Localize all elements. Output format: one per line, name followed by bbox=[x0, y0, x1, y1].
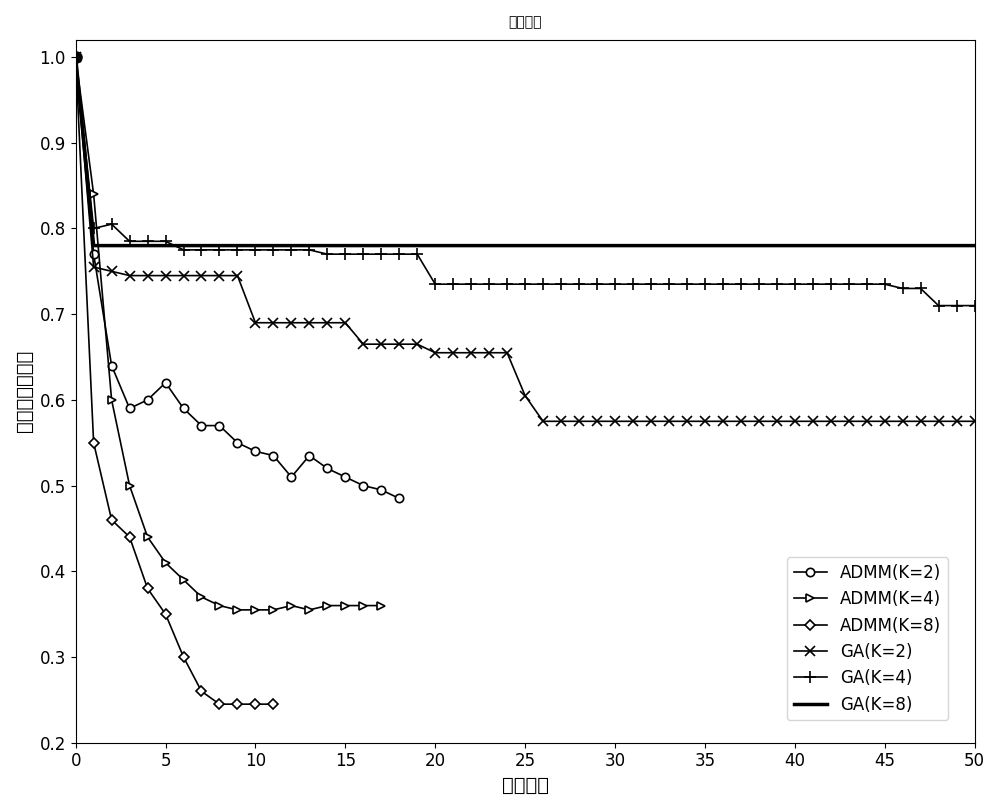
ADMM(K=8) bbox=[160, 609, 172, 619]
ADMM(K=8) bbox=[267, 699, 279, 709]
GA(K=4) bbox=[663, 279, 675, 289]
ADMM(K=8) bbox=[231, 699, 243, 709]
GA(K=8) bbox=[142, 241, 154, 250]
ADMM(K=8) bbox=[88, 438, 100, 448]
ADMM(K=4) bbox=[285, 601, 297, 611]
X-axis label: 迭代次数: 迭代次数 bbox=[502, 776, 549, 795]
GA(K=2) bbox=[968, 416, 980, 426]
ADMM(K=4) bbox=[357, 601, 369, 611]
ADMM(K=8) bbox=[249, 699, 261, 709]
GA(K=4) bbox=[717, 279, 729, 289]
ADMM(K=4) bbox=[88, 190, 100, 199]
ADMM(K=2) bbox=[106, 360, 118, 370]
GA(K=2) bbox=[357, 339, 369, 349]
ADMM(K=4) bbox=[106, 395, 118, 405]
ADMM(K=2) bbox=[70, 52, 82, 62]
GA(K=2) bbox=[339, 318, 351, 327]
ADMM(K=2) bbox=[321, 463, 333, 473]
ADMM(K=8) bbox=[213, 699, 225, 709]
GA(K=4) bbox=[933, 301, 945, 310]
Y-axis label: 归一化目标函数: 归一化目标函数 bbox=[15, 350, 34, 433]
ADMM(K=4) bbox=[231, 605, 243, 615]
GA(K=2) bbox=[951, 416, 963, 426]
GA(K=4) bbox=[339, 249, 351, 259]
GA(K=2) bbox=[267, 318, 279, 327]
ADMM(K=4) bbox=[267, 605, 279, 615]
ADMM(K=4) bbox=[195, 592, 207, 602]
ADMM(K=4) bbox=[213, 601, 225, 611]
ADMM(K=8) bbox=[106, 515, 118, 525]
Line: GA(K=8): GA(K=8) bbox=[76, 57, 974, 245]
ADMM(K=4) bbox=[303, 605, 315, 615]
ADMM(K=4) bbox=[124, 480, 136, 490]
GA(K=8) bbox=[178, 241, 190, 250]
ADMM(K=8) bbox=[142, 583, 154, 593]
GA(K=4) bbox=[357, 249, 369, 259]
ADMM(K=2) bbox=[142, 395, 154, 405]
GA(K=2) bbox=[681, 416, 693, 426]
ADMM(K=2) bbox=[195, 420, 207, 430]
ADMM(K=4) bbox=[178, 575, 190, 585]
Line: GA(K=4): GA(K=4) bbox=[69, 51, 981, 312]
ADMM(K=2) bbox=[124, 403, 136, 413]
GA(K=2) bbox=[537, 416, 549, 426]
ADMM(K=4) bbox=[70, 52, 82, 62]
ADMM(K=2) bbox=[303, 450, 315, 460]
GA(K=8) bbox=[195, 241, 207, 250]
Title: 收敛曲线: 收敛曲线 bbox=[508, 15, 542, 29]
GA(K=8) bbox=[88, 241, 100, 250]
ADMM(K=2) bbox=[357, 480, 369, 490]
Legend: ADMM(K=2), ADMM(K=4), ADMM(K=8), GA(K=2), GA(K=4), GA(K=8): ADMM(K=2), ADMM(K=4), ADMM(K=8), GA(K=2)… bbox=[787, 557, 948, 720]
ADMM(K=2) bbox=[178, 403, 190, 413]
ADMM(K=4) bbox=[142, 532, 154, 542]
GA(K=4) bbox=[951, 301, 963, 310]
ADMM(K=2) bbox=[88, 249, 100, 259]
ADMM(K=2) bbox=[160, 378, 172, 388]
GA(K=8) bbox=[106, 241, 118, 250]
ADMM(K=8) bbox=[178, 652, 190, 662]
ADMM(K=8) bbox=[124, 532, 136, 542]
Line: GA(K=2): GA(K=2) bbox=[71, 52, 979, 426]
GA(K=2) bbox=[735, 416, 747, 426]
ADMM(K=4) bbox=[160, 558, 172, 568]
ADMM(K=2) bbox=[213, 420, 225, 430]
ADMM(K=4) bbox=[339, 601, 351, 611]
GA(K=8) bbox=[213, 241, 225, 250]
GA(K=8) bbox=[70, 52, 82, 62]
ADMM(K=8) bbox=[70, 52, 82, 62]
GA(K=4) bbox=[267, 245, 279, 254]
ADMM(K=4) bbox=[375, 601, 387, 611]
GA(K=4) bbox=[968, 301, 980, 310]
ADMM(K=2) bbox=[339, 472, 351, 482]
GA(K=8) bbox=[160, 241, 172, 250]
ADMM(K=4) bbox=[321, 601, 333, 611]
GA(K=2) bbox=[70, 52, 82, 62]
GA(K=8) bbox=[968, 241, 980, 250]
GA(K=8) bbox=[124, 241, 136, 250]
Line: ADMM(K=4): ADMM(K=4) bbox=[71, 53, 385, 614]
ADMM(K=2) bbox=[375, 485, 387, 495]
ADMM(K=8) bbox=[195, 686, 207, 696]
GA(K=8) bbox=[231, 241, 243, 250]
ADMM(K=2) bbox=[249, 446, 261, 456]
ADMM(K=2) bbox=[231, 438, 243, 448]
ADMM(K=2) bbox=[267, 450, 279, 460]
Line: ADMM(K=2): ADMM(K=2) bbox=[71, 53, 403, 503]
GA(K=4) bbox=[70, 52, 82, 62]
ADMM(K=2) bbox=[285, 472, 297, 482]
ADMM(K=4) bbox=[249, 605, 261, 615]
Line: ADMM(K=8): ADMM(K=8) bbox=[72, 53, 277, 708]
ADMM(K=2) bbox=[393, 493, 405, 503]
GA(K=8) bbox=[249, 241, 261, 250]
